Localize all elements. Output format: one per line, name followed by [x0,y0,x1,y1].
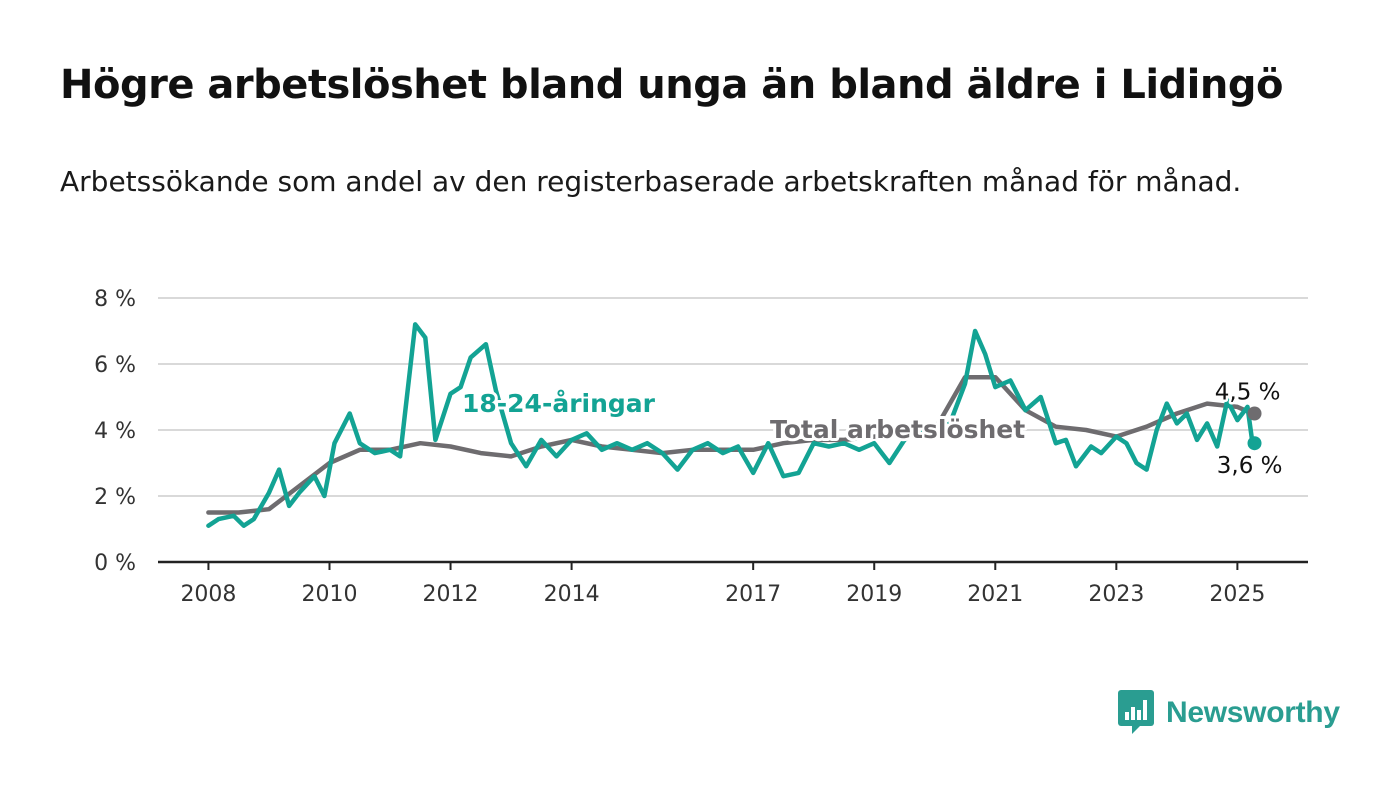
x-tick-label: 2010 [301,582,357,607]
x-tick-label: 2019 [846,582,902,607]
series-label-total: Total arbetslöshet [770,415,1025,444]
line-chart: 0 % 2 % 4 % 6 % 8 % 2008 2010 2012 2014 2017 2019 2… [94,287,1308,607]
x-tick-label: 2008 [180,582,236,607]
chart-subtitle: Arbetssökande som andel av den registerb… [60,165,1242,198]
x-tick-label: 2021 [967,582,1023,607]
end-label-youth: 3,6 % [1217,453,1283,479]
end-marker-youth [1247,436,1262,451]
series-label-youth: 18-24-åringar [462,389,656,418]
y-tick-label: 4 % [94,419,136,444]
series-line-youth [206,322,1255,528]
x-tick-label: 2025 [1209,582,1265,607]
logo-wordmark: Newsworthy [1166,696,1340,729]
end-label-total: 4,5 % [1215,380,1281,406]
bar-chart-speech-bubble-icon [1118,690,1154,734]
y-tick-label: 2 % [94,485,136,510]
y-tick-label: 6 % [94,353,136,378]
x-tick-label: 2017 [725,582,781,607]
y-tick-label: 8 % [94,287,136,312]
newsworthy-logo: Newsworthy [1118,690,1340,736]
x-tick-label: 2023 [1088,582,1144,607]
x-tick-label: 2012 [423,582,479,607]
chart-title: Högre arbetslöshet bland unga än bland ä… [60,62,1283,108]
end-marker-total [1247,406,1262,421]
x-tick-label: 2014 [544,582,600,607]
y-tick-label: 0 % [94,551,136,576]
